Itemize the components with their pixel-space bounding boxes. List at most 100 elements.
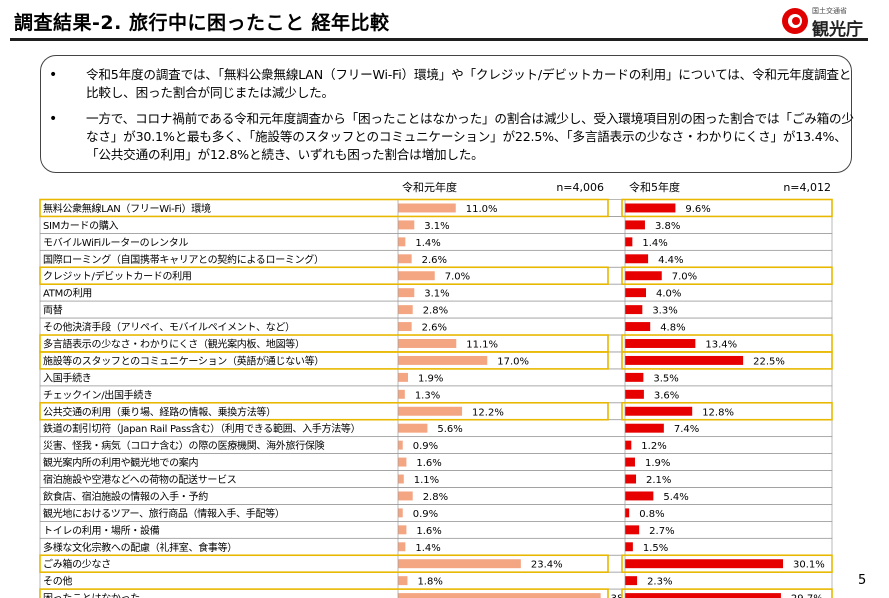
bar-r5 bbox=[625, 525, 640, 535]
category-label: 入国手続き bbox=[43, 371, 92, 384]
data-label: 7.4% bbox=[674, 424, 699, 435]
category-label: モバイルWiFiルーターのレンタル bbox=[43, 237, 188, 249]
bar-r5 bbox=[625, 372, 644, 382]
bar-r1 bbox=[398, 423, 428, 433]
series-header: 令和元年度 bbox=[402, 180, 457, 194]
data-label: 11.1% bbox=[466, 339, 498, 350]
category-label: 多様な文化宗教への配慮（礼拝室、食事等） bbox=[43, 541, 237, 554]
data-label: 3.1% bbox=[424, 221, 449, 232]
data-label: 13.4% bbox=[705, 339, 737, 350]
data-label: 3.8% bbox=[655, 221, 680, 232]
summary-paragraph-2: 一方で、コロナ禍前である令和元年度調査から「困ったことはなかった」の割合は減少し… bbox=[86, 111, 854, 162]
data-label: 2.3% bbox=[647, 577, 672, 588]
highlight-frame-r5 bbox=[621, 266, 833, 286]
bar-r1 bbox=[398, 576, 408, 586]
data-label: 2.1% bbox=[646, 475, 671, 486]
bar-r1 bbox=[398, 339, 457, 348]
highlight-frame-r5 bbox=[621, 401, 833, 421]
data-label: 3.1% bbox=[424, 289, 449, 300]
bar-r5 bbox=[625, 254, 649, 264]
category-label: 公共交通の利用（乗り場、経路の情報、乗換方法等） bbox=[43, 405, 276, 418]
category-label: トイレの利用・場所・設備 bbox=[43, 524, 160, 537]
category-label: 観光地におけるツアー、旅行商品（情報入手、手配等） bbox=[43, 507, 285, 520]
data-label: 3.6% bbox=[654, 390, 679, 401]
bar-r1 bbox=[398, 457, 407, 467]
data-label: 3.3% bbox=[652, 306, 677, 317]
data-label: 2.7% bbox=[649, 526, 674, 537]
bar-r1 bbox=[398, 559, 521, 569]
bar-r5 bbox=[625, 474, 637, 484]
data-label: 1.9% bbox=[418, 373, 443, 384]
bar-r1 bbox=[398, 372, 408, 382]
bar-r5 bbox=[625, 355, 744, 365]
data-label: 9.6% bbox=[685, 204, 710, 215]
series-n-label: n=4,012 bbox=[783, 181, 831, 194]
bar-r5 bbox=[625, 271, 662, 281]
data-label: 1.6% bbox=[416, 458, 441, 469]
highlight-frame-r1 bbox=[39, 554, 609, 573]
bar-r1 bbox=[398, 355, 488, 365]
bar-r5 bbox=[625, 203, 676, 213]
category-label: 飲食店、宿泊施設の情報の入手・予約 bbox=[43, 490, 208, 503]
data-label: 1.4% bbox=[415, 543, 440, 554]
data-label: 17.0% bbox=[497, 356, 529, 367]
category-label: ATMの利用 bbox=[43, 288, 92, 300]
bar-r1 bbox=[398, 593, 601, 598]
bar-r5 bbox=[625, 423, 664, 433]
bar-r1 bbox=[398, 491, 413, 501]
data-label: 1.3% bbox=[415, 390, 440, 401]
bar-r5 bbox=[625, 593, 781, 598]
logo-dot-icon bbox=[792, 17, 800, 25]
slide-title: 調査結果-2. 旅行中に困ったこと 経年比較 bbox=[14, 12, 390, 34]
data-label: 1.4% bbox=[642, 238, 667, 249]
data-label: 1.6% bbox=[416, 526, 441, 537]
page-number: 5 bbox=[858, 573, 867, 588]
logo-ministry-text: 国土交通省 bbox=[812, 7, 847, 15]
data-label: 2.6% bbox=[422, 323, 447, 334]
summary-bullet: • bbox=[49, 111, 58, 127]
data-label: 0.9% bbox=[413, 509, 438, 520]
category-label: 多言語表示の少なさ・わかりにくさ（観光案内板、地図等） bbox=[43, 337, 305, 350]
data-label: 1.1% bbox=[414, 475, 439, 486]
bar-r1 bbox=[398, 542, 406, 552]
bar-r1 bbox=[398, 254, 412, 264]
data-label: 1.5% bbox=[643, 543, 668, 554]
bar-r1 bbox=[398, 389, 405, 399]
summary-box: • 令和5年度の調査では、「無料公衆無線LAN（フリーWi-Fi）環境」や「クレ… bbox=[40, 55, 854, 173]
category-label: その他 bbox=[43, 575, 72, 588]
data-label: 1.8% bbox=[417, 577, 442, 588]
data-label: 2.8% bbox=[423, 306, 448, 317]
bar-r1 bbox=[398, 406, 463, 416]
data-label: 30.1% bbox=[793, 560, 825, 571]
category-label: ごみ箱の少なさ bbox=[43, 558, 111, 571]
highlight-frame-r1 bbox=[39, 351, 609, 370]
category-label: 困ったことはなかった bbox=[43, 593, 140, 598]
bar-r5 bbox=[625, 339, 696, 348]
series-n-label: n=4,006 bbox=[556, 181, 604, 194]
bar-r5 bbox=[625, 508, 630, 518]
data-label: 0.9% bbox=[413, 441, 438, 452]
data-label: 12.2% bbox=[472, 407, 504, 418]
bar-r5 bbox=[625, 406, 693, 416]
highlight-frame-r5 bbox=[621, 351, 833, 370]
data-label: 1.9% bbox=[645, 458, 670, 469]
bar-r1 bbox=[398, 322, 412, 332]
series-header: 令和5年度 bbox=[629, 180, 680, 194]
bar-r5 bbox=[625, 576, 638, 586]
category-label: クレジット/デビットカードの利用 bbox=[43, 270, 192, 283]
bar-r5 bbox=[625, 322, 651, 332]
bar-r5 bbox=[625, 559, 784, 569]
bar-r1 bbox=[398, 508, 403, 518]
highlight-frame-r1 bbox=[39, 266, 609, 286]
data-label: 2.8% bbox=[423, 492, 448, 503]
title-underline bbox=[10, 38, 868, 41]
category-label: 国際ローミング（自国携帯キャリアとの契約によるローミング） bbox=[43, 253, 324, 266]
data-label: 23.4% bbox=[531, 560, 563, 571]
category-label: チェックイン/出国手続き bbox=[43, 388, 153, 401]
category-label: 災害、怪我・病気（コロナ含む）の際の医療機関、海外旅行保険 bbox=[43, 439, 325, 452]
bar-r1 bbox=[398, 288, 415, 298]
bar-r5 bbox=[625, 542, 633, 552]
agency-logo: 国土交通省 観光庁 bbox=[782, 6, 878, 40]
data-label: 12.8% bbox=[702, 407, 734, 418]
